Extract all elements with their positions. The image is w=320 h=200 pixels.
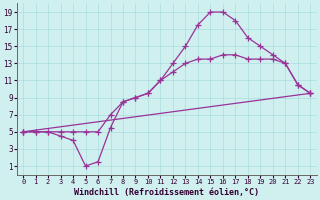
- X-axis label: Windchill (Refroidissement éolien,°C): Windchill (Refroidissement éolien,°C): [74, 188, 259, 197]
